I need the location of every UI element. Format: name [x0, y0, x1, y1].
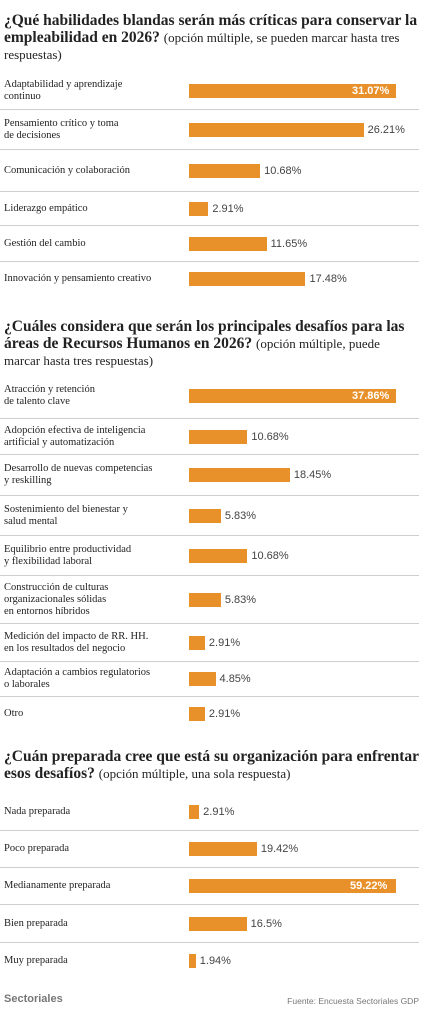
chart-1-value-label: 11.65% — [270, 237, 308, 250]
chart-2-row: Medición del impacto de RR. HH. en los re… — [0, 624, 419, 662]
chart-3-row: Muy preparada 1.94% — [0, 943, 419, 979]
chart-1-row: Pensamiento crítico y toma de decisiones 2… — [0, 110, 419, 150]
chart-2-category-label: Otro — [4, 708, 24, 719]
chart-2-value-label: 4.85% — [219, 673, 251, 685]
chart-3-category-label: Bien preparada — [4, 917, 68, 929]
chart-3-category-label: Poco preparada — [4, 843, 70, 854]
chart-2-category-label: Adopción efectiva de inteligencia artific… — [4, 424, 146, 448]
chart-3-subtitle: (opción múltiple, una sola respuesta) — [98, 766, 291, 781]
chart-2-bar — [189, 592, 221, 607]
chart-1-row: Adaptabilidad y aprendizaje continuo 31.07… — [0, 72, 419, 110]
chart-1-category-label: Liderazgo empático — [4, 202, 88, 214]
chart-1-value-label: 2.91% — [212, 202, 244, 215]
chart-3-value-label: 2.91% — [203, 805, 235, 818]
chart-3-bar — [189, 804, 200, 819]
chart-1-category-label: Comunicación y colaboración — [4, 164, 130, 176]
chart-3-title: ¿Cuán preparada cree que está su organiz… — [4, 748, 419, 782]
chart-3-category-label: Muy preparada — [4, 955, 68, 966]
chart-2-row: Otro 2.91% — [0, 697, 419, 731]
chart-2-row: Equilibrio entre productividad y flexibil… — [0, 536, 419, 576]
chart-2-value-label: 2.91% — [208, 636, 241, 649]
chart-1-bar — [189, 83, 396, 98]
chart-3-value-label: 59.22% — [350, 880, 388, 892]
chart-2-row: Desarrollo de nuevas competencias y reski… — [0, 455, 419, 496]
chart-2-category-label: Sostenimiento del bienestar y salud menta… — [4, 503, 128, 527]
chart-2-category-label: Equilibrio entre productividad y flexibil… — [4, 543, 132, 567]
chart-1-bar — [189, 122, 364, 137]
chart-1-row: Gestión del cambio 11.65% — [0, 226, 419, 262]
chart-2-category-label: Atracción y retención de talento clave — [4, 384, 95, 407]
chart-2-bar — [189, 389, 396, 403]
chart-1-category-label: Adaptabilidad y aprendizaje continuo — [4, 78, 123, 102]
chart-1-category-label: Innovación y pensamiento creativo — [4, 273, 152, 284]
chart-2-row: Adopción efectiva de inteligencia artific… — [0, 419, 419, 455]
chart-2-value-label: 2.91% — [208, 708, 241, 720]
chart-2-category-label: Adaptación a cambios regulatorios o labor… — [4, 667, 151, 690]
chart-1-category-label: Gestión del cambio — [4, 237, 86, 249]
chart-2-title-text: ¿Cuáles considera que serán los principa… — [4, 318, 405, 352]
chart-1-title-text: ¿Qué habilidades blandas serán más críti… — [4, 12, 418, 46]
chart-3-value-label: 1.94% — [199, 955, 231, 967]
chart-3-row: Nada preparada 2.91% — [0, 793, 419, 831]
chart-2-bar — [189, 707, 205, 721]
chart-1-bar — [189, 201, 209, 216]
chart-2-category-label: Construcción de culturas organizacionales… — [4, 581, 109, 617]
chart-3-bar — [189, 916, 247, 931]
chart-2-value-label: 37.86% — [352, 390, 390, 402]
chart-2-value-label: 18.45% — [293, 469, 332, 481]
chart-2-bar — [189, 508, 221, 523]
chart-1-bar — [189, 272, 306, 286]
chart-1-value-label: 26.21% — [367, 123, 405, 136]
chart-3-row: Medianamente preparada 59.22% — [0, 868, 419, 905]
brand-logo: Sectoriales — [4, 993, 63, 1005]
chart-2-row: Sostenimiento del bienestar y salud menta… — [0, 496, 419, 536]
chart-2-value-label: 5.83% — [224, 509, 257, 522]
chart-2-bar — [189, 548, 248, 563]
chart-3-row: Poco preparada 19.42% — [0, 831, 419, 868]
chart-2-row: Adaptación a cambios regulatorios o labor… — [0, 662, 419, 697]
chart-2-bar — [189, 429, 248, 444]
chart-2-bar — [189, 468, 290, 482]
chart-1-row: Liderazgo empático 2.91% — [0, 192, 419, 226]
chart-3-title-text: ¿Cuán preparada cree que está su organiz… — [4, 748, 419, 782]
chart-2-value-label: 10.68% — [251, 430, 289, 443]
chart-1-subtitle: (opción múltiple, se pueden marcar hasta… — [4, 30, 400, 62]
chart-2-row: Construcción de culturas organizacionales… — [0, 576, 419, 624]
chart-3-category-label: Nada preparada — [4, 805, 71, 817]
chart-1-value-label: 31.07% — [352, 84, 390, 97]
chart-2-row: Atracción y retención de talento clave 37.… — [0, 374, 419, 419]
chart-3-value-label: 19.42% — [260, 843, 299, 855]
chart-3-bar — [189, 879, 396, 893]
chart-1-category-label: Pensamiento crítico y toma de decisiones — [4, 117, 119, 141]
chart-2-bar — [189, 672, 216, 686]
chart-2-category-label: Desarrollo de nuevas competencias y reski… — [4, 463, 153, 486]
chart-3-category-label: Medianamente preparada — [4, 880, 111, 891]
chart-1-value-label: 10.68% — [264, 164, 302, 177]
chart-1-value-label: 17.48% — [309, 273, 347, 285]
chart-2-value-label: 10.68% — [251, 549, 289, 562]
source-note: Fuente: Encuesta Sectoriales GDP — [287, 996, 419, 1006]
chart-1-row: Comunicación y colaboración 10.68% — [0, 150, 419, 192]
chart-1-row: Innovación y pensamiento creativo 17.48% — [0, 262, 419, 296]
chart-3-bar — [189, 842, 257, 856]
chart-2-title: ¿Cuáles considera que serán los principa… — [4, 318, 419, 369]
chart-3-bar — [189, 954, 196, 968]
chart-2-value-label: 5.83% — [224, 593, 257, 606]
chart-1-bar — [189, 236, 267, 251]
chart-3-value-label: 16.5% — [250, 917, 282, 930]
chart-2-category-label: Medición del impacto de RR. HH. en los re… — [4, 630, 149, 654]
chart-1-bar — [189, 163, 261, 178]
chart-1-title: ¿Qué habilidades blandas serán más críti… — [4, 12, 419, 63]
chart-2-bar — [189, 635, 205, 650]
chart-3-row: Bien preparada 16.5% — [0, 905, 419, 943]
chart-2-subtitle: (opción múltiple, puede marcar hasta tre… — [4, 336, 380, 368]
